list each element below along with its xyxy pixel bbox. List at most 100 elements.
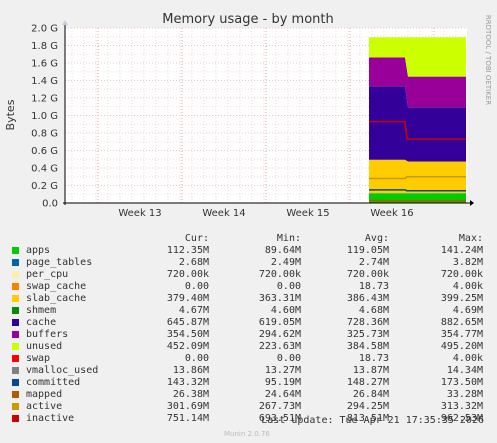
legend-min: 363.31M bbox=[258, 293, 301, 304]
legend-rows: apps 112.35M 89.64M 119.05M 141.24M page_tabl… bbox=[12, 245, 492, 425]
header-min: Min: bbox=[276, 233, 301, 244]
legend-cur: 379.40M bbox=[166, 293, 209, 304]
legend-row-inactive: inactive 751.14M 693.51M 813.51M 962.53M bbox=[12, 413, 492, 425]
header-avg: Avg: bbox=[364, 233, 389, 244]
legend-cur: 0.00 bbox=[184, 353, 209, 364]
legend-min: 24.64M bbox=[264, 389, 301, 400]
legend-max: 33.28M bbox=[446, 389, 483, 400]
line-active bbox=[369, 175, 466, 180]
legend-avg: 384.58M bbox=[346, 341, 389, 352]
legend-min: 0.00 bbox=[276, 281, 301, 292]
y-tick-label: 0.8 G bbox=[31, 129, 58, 140]
legend-label: active bbox=[26, 401, 63, 412]
legend-swatch bbox=[12, 247, 19, 254]
legend-min: 13.27M bbox=[264, 365, 301, 376]
legend-max: 313.32M bbox=[440, 401, 483, 412]
legend-swatch bbox=[12, 355, 19, 362]
legend-avg: 18.73 bbox=[358, 353, 389, 364]
y-axis-label: Bytes bbox=[4, 99, 17, 130]
legend-avg: 325.73M bbox=[346, 329, 389, 340]
legend-cur: 0.00 bbox=[184, 281, 209, 292]
stacked-areas bbox=[369, 37, 466, 203]
legend-row-apps: apps 112.35M 89.64M 119.05M 141.24M bbox=[12, 245, 492, 257]
legend-label: buffers bbox=[26, 329, 69, 340]
legend-max: 720.00k bbox=[440, 269, 483, 280]
legend-cur: 452.09M bbox=[166, 341, 209, 352]
legend-swatch bbox=[12, 319, 19, 326]
legend-cur: 301.69M bbox=[166, 401, 209, 412]
y-tick-label: 2.0 G bbox=[31, 24, 58, 35]
legend-row-slab_cache: slab_cache 379.40M 363.31M 386.43M 399.25M bbox=[12, 293, 492, 305]
legend-avg: 4.68M bbox=[358, 305, 389, 316]
y-axis-arrow bbox=[62, 20, 68, 25]
last-update: Last update: Tue Apr 21 17:35:35 2026 bbox=[261, 415, 484, 426]
legend-swatch bbox=[12, 271, 19, 278]
x-tick-label: Week 15 bbox=[286, 208, 329, 219]
legend-avg: 386.43M bbox=[346, 293, 389, 304]
memory-chart: Memory usage - by month RRDTOOL / TOBI O… bbox=[4, 12, 492, 219]
legend-row-swap_cache: swap_cache 0.00 0.00 18.73 4.00k bbox=[12, 281, 492, 293]
legend-swatch bbox=[12, 295, 19, 302]
y-tick-label: 0.6 G bbox=[31, 146, 58, 157]
legend-swatch bbox=[12, 259, 19, 266]
area-cache bbox=[369, 86, 466, 162]
legend-swatch bbox=[12, 283, 19, 290]
legend-avg: 26.84M bbox=[352, 389, 389, 400]
overlay-lines bbox=[369, 120, 466, 202]
legend-row-shmem: shmem 4.67M 4.60M 4.68M 4.69M bbox=[12, 305, 492, 317]
y-tick-label: 0.0 bbox=[42, 199, 58, 210]
line-inactive bbox=[369, 120, 466, 140]
legend-avg: 294.25M bbox=[346, 401, 389, 412]
legend-avg: 119.05M bbox=[346, 245, 389, 256]
x-tick-label: Week 13 bbox=[118, 208, 161, 219]
legend-cur: 13.86M bbox=[172, 365, 209, 376]
legend-label: cache bbox=[26, 317, 57, 328]
legend-swatch bbox=[12, 379, 19, 386]
y-tick-label: 1.8 G bbox=[31, 41, 58, 52]
legend-avg: 728.36M bbox=[346, 317, 389, 328]
legend-min: 95.19M bbox=[264, 377, 301, 388]
legend-swatch bbox=[12, 343, 19, 350]
y-axis-ticks: 0.0 0.2 G 0.4 G 0.6 G 0.8 G 1.0 G 1.2 G 1.4 G 1.… bbox=[31, 24, 58, 210]
legend-row-buffers: buffers 354.50M 294.62M 325.73M 354.77M bbox=[12, 329, 492, 341]
legend-max: 354.77M bbox=[440, 329, 483, 340]
legend-cur: 26.38M bbox=[172, 389, 209, 400]
legend-cur: 720.00k bbox=[166, 269, 209, 280]
legend-row-vmalloc_used: vmalloc_used 13.86M 13.27M 13.87M 14.34M bbox=[12, 365, 492, 377]
legend-cur: 645.87M bbox=[166, 317, 209, 328]
x-tick-label: Week 14 bbox=[202, 208, 245, 219]
legend-row-page_tables: page_tables 2.68M 2.49M 2.74M 3.82M bbox=[12, 257, 492, 269]
legend-min: 619.05M bbox=[258, 317, 301, 328]
legend-swatch bbox=[12, 415, 19, 422]
legend-avg: 813.51M bbox=[346, 413, 389, 424]
line-committed bbox=[369, 189, 466, 192]
legend-max: 882.65M bbox=[440, 317, 483, 328]
legend-label: slab_cache bbox=[26, 293, 87, 304]
legend-max: 141.24M bbox=[440, 245, 483, 256]
legend-label: per_cpu bbox=[26, 269, 69, 280]
legend-row-cache: cache 645.87M 619.05M 728.36M 882.65M bbox=[12, 317, 492, 329]
legend-max: 173.50M bbox=[440, 377, 483, 388]
x-axis-arrow bbox=[470, 200, 474, 206]
legend-swatch bbox=[12, 391, 19, 398]
legend-swatch bbox=[12, 403, 19, 410]
munin-version: Munin 2.0.76 bbox=[224, 430, 270, 438]
legend-avg: 18.73 bbox=[358, 281, 389, 292]
legend-avg: 2.74M bbox=[358, 257, 389, 268]
legend-label: unused bbox=[26, 341, 63, 352]
chart-title: Memory usage - by month bbox=[162, 12, 333, 27]
grid-lines bbox=[65, 27, 467, 204]
legend-label: swap_cache bbox=[26, 281, 87, 292]
legend-label: mapped bbox=[26, 389, 63, 400]
legend-cur: 4.67M bbox=[178, 305, 209, 316]
area-buffers bbox=[369, 57, 466, 108]
legend-max: 4.69M bbox=[452, 305, 483, 316]
x-tick-label: Week 16 bbox=[370, 208, 413, 219]
legend-max: 399.25M bbox=[440, 293, 483, 304]
legend-row-committed: committed 143.32M 95.19M 148.27M 173.50M bbox=[12, 377, 492, 389]
legend-cur: 354.50M bbox=[166, 329, 209, 340]
legend-row-unused: unused 452.09M 223.63M 384.58M 495.20M bbox=[12, 341, 492, 353]
legend-cur: 112.35M bbox=[166, 245, 209, 256]
legend-max: 4.00k bbox=[452, 281, 483, 292]
legend-cur: 2.68M bbox=[178, 257, 209, 268]
